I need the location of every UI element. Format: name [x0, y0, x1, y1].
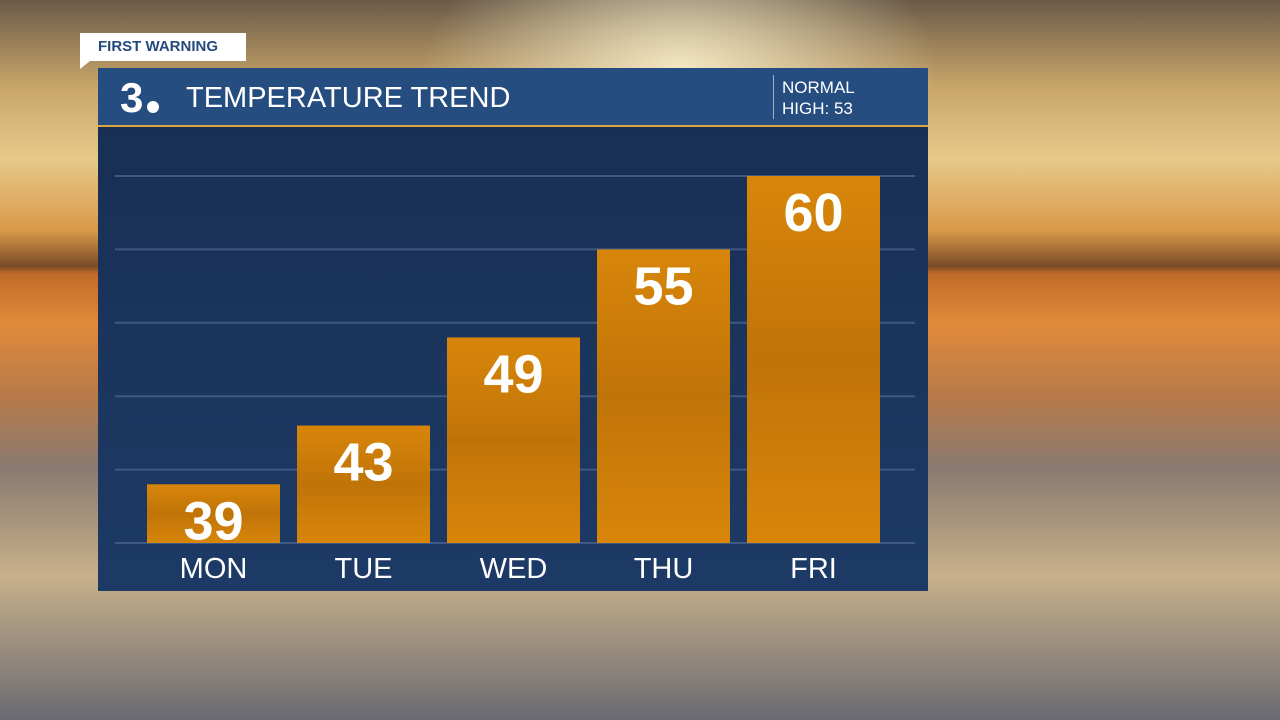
- normal-label: NORMAL: [782, 78, 855, 97]
- x-tick-label: FRI: [790, 553, 837, 585]
- bar-mon: [147, 484, 280, 543]
- x-tick-label: MON: [180, 553, 248, 585]
- bar-tue: [297, 425, 430, 543]
- data-label: 43: [333, 433, 393, 493]
- chart-header: 3 TEMPERATURE TREND NORMAL HIGH: 53: [98, 68, 928, 127]
- station-logo: 3: [120, 74, 144, 121]
- divider: [773, 75, 774, 119]
- data-label: 39: [183, 491, 243, 551]
- cbs-eye-icon: [146, 100, 160, 114]
- bar-thu: [597, 249, 730, 543]
- data-label: 60: [783, 183, 843, 243]
- chart-title: TEMPERATURE TREND: [186, 82, 511, 114]
- data-label: 55: [633, 256, 693, 316]
- first-warning-badge: FIRST WARNING: [80, 33, 246, 69]
- chart-panel: 3 TEMPERATURE TREND NORMAL HIGH: 53 39 MO…: [98, 68, 928, 591]
- bar-wed: [447, 337, 580, 543]
- x-tick-label: WED: [480, 553, 548, 585]
- bar-fri: [747, 176, 880, 543]
- normal-value: HIGH: 53: [782, 99, 853, 118]
- x-tick-label: THU: [634, 553, 694, 585]
- data-label: 49: [483, 344, 543, 404]
- x-tick-label: TUE: [335, 553, 393, 585]
- normal-high: NORMAL HIGH: 53: [782, 77, 855, 119]
